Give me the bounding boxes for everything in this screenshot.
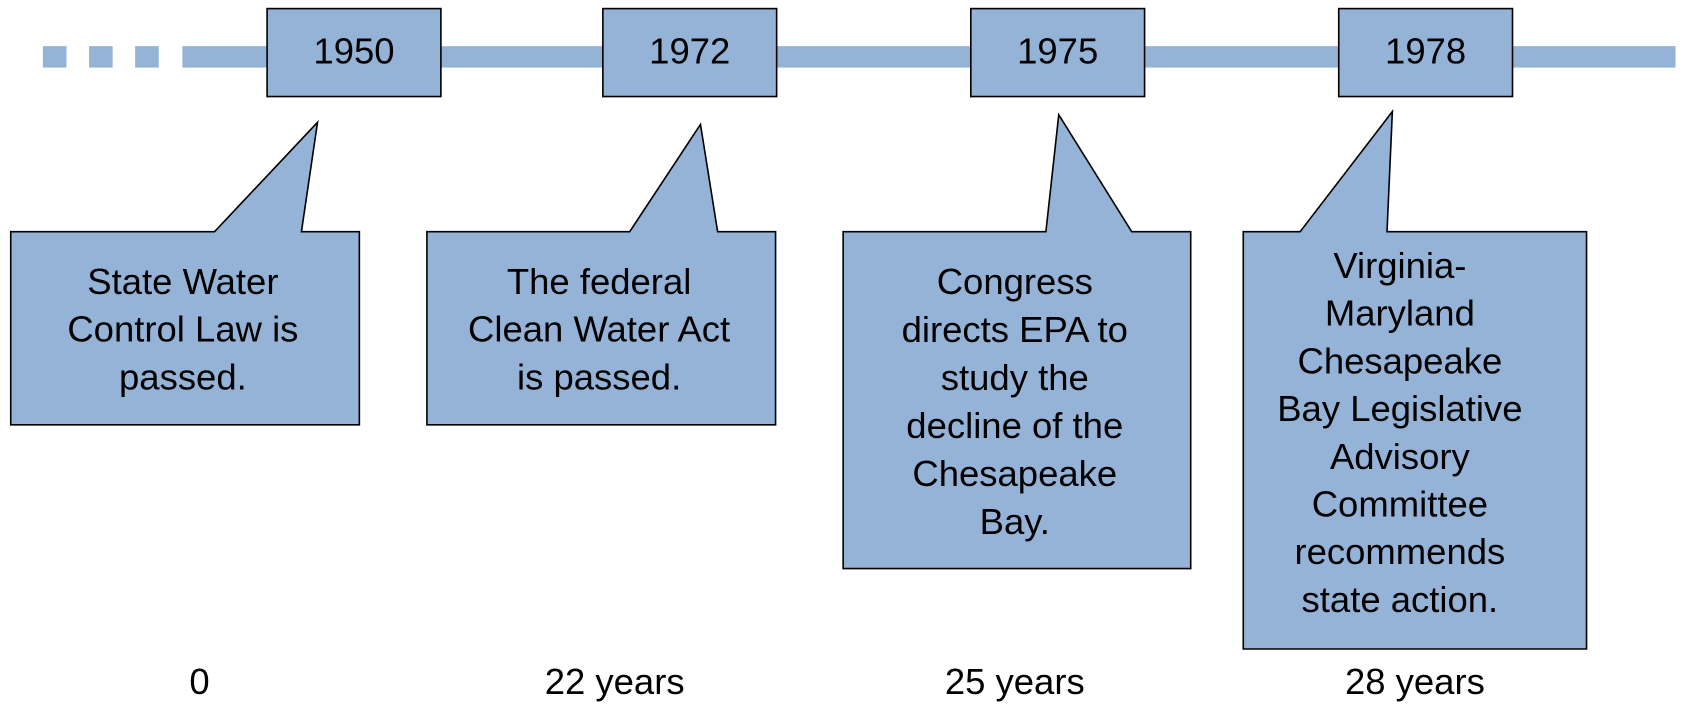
callout-text: decline of the — [906, 405, 1123, 446]
year-box — [1337, 7, 1514, 98]
callout-text: Control Law is — [67, 309, 298, 350]
callout-text: recommends — [1294, 531, 1505, 572]
callout-text: The federal — [507, 261, 691, 302]
elapsed-label: 25 years — [945, 661, 1085, 702]
callout — [842, 112, 1192, 570]
callout-text: Committee — [1312, 484, 1488, 525]
callout-text: Virginia- — [1333, 245, 1466, 286]
year-box — [969, 7, 1146, 98]
year-label: 1950 — [313, 30, 394, 71]
year-box — [602, 7, 778, 98]
callout-text: Congress — [937, 261, 1093, 302]
timeline-bar — [182, 46, 1676, 68]
callout-text: state action. — [1302, 579, 1499, 620]
elapsed-label: 0 — [189, 661, 209, 702]
callout-text: Maryland — [1325, 293, 1475, 334]
callout-text: Advisory — [1330, 436, 1471, 477]
callout-text: directs EPA to — [902, 309, 1128, 350]
callout-text: passed. — [119, 356, 247, 397]
timeline-dash — [89, 46, 113, 68]
timeline-dash — [42, 46, 67, 68]
elapsed-label: 22 years — [545, 661, 685, 702]
year-label: 1978 — [1385, 30, 1466, 71]
year-label: 1972 — [649, 30, 730, 71]
callout — [9, 119, 361, 426]
callout-text: Clean Water Act — [468, 309, 730, 350]
callout-text: study the — [941, 357, 1089, 398]
callout-text: Chesapeake — [912, 453, 1117, 494]
callout — [426, 122, 777, 426]
year-label: 1975 — [1017, 30, 1098, 71]
timeline-dash — [135, 46, 159, 68]
callout-text: Bay Legislative — [1277, 388, 1522, 429]
year-box — [266, 7, 442, 98]
callout-text: Bay. — [980, 501, 1050, 542]
elapsed-label: 28 years — [1345, 661, 1485, 702]
callout-text: State Water — [87, 261, 278, 302]
callout-text: is passed. — [517, 356, 681, 397]
callout-text: Chesapeake — [1297, 340, 1502, 381]
callout — [1242, 109, 1588, 650]
